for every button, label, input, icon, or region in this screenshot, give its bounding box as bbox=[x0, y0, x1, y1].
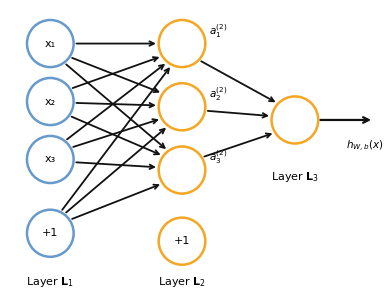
Ellipse shape bbox=[159, 20, 205, 67]
Text: Layer $\mathbf{L}_2$: Layer $\mathbf{L}_2$ bbox=[158, 275, 206, 289]
Text: +1: +1 bbox=[174, 236, 190, 246]
Text: $a_{3}^{(2)}$: $a_{3}^{(2)}$ bbox=[209, 148, 228, 166]
Text: x₂: x₂ bbox=[45, 96, 56, 107]
Text: $a_{2}^{(2)}$: $a_{2}^{(2)}$ bbox=[209, 85, 228, 103]
Ellipse shape bbox=[27, 78, 74, 125]
Text: x₁: x₁ bbox=[45, 39, 56, 49]
Text: Layer $\mathbf{L}_1$: Layer $\mathbf{L}_1$ bbox=[26, 275, 74, 289]
Text: Layer $\mathbf{L}_3$: Layer $\mathbf{L}_3$ bbox=[271, 170, 319, 184]
Ellipse shape bbox=[272, 96, 318, 144]
Ellipse shape bbox=[159, 83, 205, 130]
Text: $a_{1}^{(2)}$: $a_{1}^{(2)}$ bbox=[209, 22, 228, 40]
Ellipse shape bbox=[159, 218, 205, 265]
Text: x₃: x₃ bbox=[45, 154, 56, 164]
Ellipse shape bbox=[27, 20, 74, 67]
Ellipse shape bbox=[27, 136, 74, 183]
Text: $h_{W,b}(x)$: $h_{W,b}(x)$ bbox=[346, 139, 384, 154]
Ellipse shape bbox=[27, 210, 74, 257]
Ellipse shape bbox=[159, 146, 205, 194]
Text: +1: +1 bbox=[42, 228, 59, 238]
